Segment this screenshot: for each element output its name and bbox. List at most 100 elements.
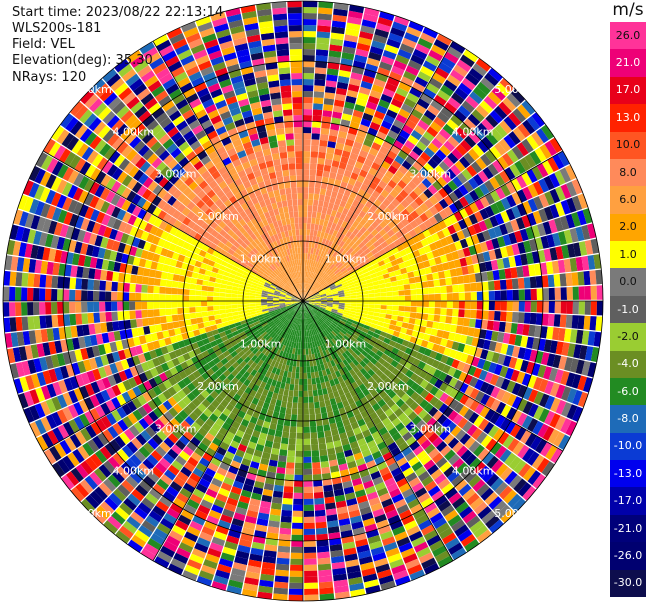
velocity-gate — [438, 128, 451, 140]
velocity-gate — [347, 460, 357, 469]
velocity-gate — [303, 247, 306, 254]
velocity-gate — [279, 449, 288, 457]
velocity-gate — [366, 101, 378, 111]
velocity-gate — [394, 498, 407, 509]
velocity-gate — [276, 467, 286, 474]
velocity-gate — [385, 262, 393, 269]
velocity-gate — [329, 313, 336, 318]
velocity-gate — [289, 426, 297, 433]
velocity-gate — [307, 304, 313, 309]
velocity-gate — [159, 308, 166, 317]
velocity-gate — [397, 380, 406, 389]
velocity-gate — [337, 457, 347, 466]
velocity-gate — [273, 373, 279, 381]
velocity-gate — [438, 198, 449, 209]
velocity-gate — [384, 44, 399, 55]
velocity-gate — [303, 25, 317, 32]
velocity-gate — [355, 312, 362, 317]
velocity-gate — [314, 294, 321, 298]
velocity-gate — [441, 56, 456, 69]
velocity-gate — [341, 52, 355, 61]
velocity-gate — [48, 341, 57, 355]
velocity-gate — [196, 317, 204, 324]
velocity-gate — [269, 311, 276, 316]
velocity-gate — [286, 346, 291, 354]
velocity-gate — [540, 352, 550, 366]
velocity-gate — [410, 295, 417, 301]
velocity-gate — [511, 396, 523, 410]
velocity-gate — [237, 340, 245, 347]
velocity-gate — [491, 352, 500, 364]
velocity-gate — [127, 412, 138, 425]
velocity-gate — [322, 323, 328, 329]
velocity-gate — [254, 530, 267, 538]
velocity-gate — [258, 373, 265, 382]
velocity-gate — [566, 388, 577, 404]
velocity-gate — [419, 399, 429, 409]
velocity-gate — [157, 355, 166, 365]
velocity-gate — [465, 256, 473, 266]
velocity-gate — [343, 271, 350, 277]
velocity-gate — [190, 318, 198, 325]
velocity-gate — [137, 266, 145, 276]
velocity-gate — [454, 524, 469, 537]
velocity-gate — [375, 270, 383, 277]
velocity-gate — [323, 201, 329, 209]
velocity-gate — [489, 110, 503, 124]
velocity-gate — [511, 312, 519, 323]
velocity-gate — [412, 508, 426, 520]
velocity-gate — [313, 199, 319, 207]
velocity-gate — [393, 60, 407, 71]
velocity-gate — [151, 466, 164, 479]
velocity-gate — [338, 274, 345, 280]
velocity-gate — [291, 301, 297, 303]
velocity-gate — [476, 232, 486, 243]
velocity-gate — [404, 223, 414, 232]
velocity-gate — [414, 216, 424, 226]
velocity-gate — [538, 193, 550, 208]
velocity-gate — [201, 290, 208, 296]
velocity-gate — [304, 312, 307, 319]
velocity-gate — [408, 277, 416, 284]
velocity-gate — [415, 338, 423, 346]
velocity-gate — [502, 257, 511, 269]
velocity-gate — [347, 315, 355, 321]
velocity-gate — [216, 467, 228, 477]
velocity-gate — [84, 206, 95, 220]
velocity-gate — [332, 320, 339, 326]
velocity-gate — [318, 277, 323, 284]
velocity-gate — [338, 331, 345, 337]
velocity-gate — [73, 172, 85, 187]
velocity-gate — [237, 294, 244, 298]
velocity-gate — [292, 317, 296, 323]
velocity-gate — [91, 345, 101, 357]
velocity-gate — [93, 312, 101, 323]
velocity-gate — [316, 230, 322, 238]
velocity-gate — [320, 324, 326, 330]
velocity-gate — [307, 372, 312, 379]
velocity-gate — [167, 563, 184, 576]
velocity-gate — [321, 331, 326, 338]
velocity-gate — [401, 446, 413, 457]
velocity-gate — [272, 442, 281, 450]
velocity-gate — [80, 498, 96, 514]
velocity-gate — [464, 436, 476, 449]
velocity-gate — [328, 228, 335, 236]
velocity-gate — [458, 208, 469, 219]
velocity-gate — [266, 409, 274, 417]
velocity-gate — [82, 324, 90, 336]
velocity-gate — [440, 285, 447, 294]
velocity-gate — [362, 429, 372, 438]
velocity-gate — [312, 316, 317, 322]
velocity-gate — [474, 272, 482, 283]
velocity-gate — [346, 565, 361, 574]
velocity-gate — [131, 328, 139, 338]
velocity-gate — [91, 222, 101, 235]
velocity-gate — [262, 310, 269, 314]
velocity-gate — [303, 312, 305, 319]
velocity-gate — [478, 369, 488, 381]
velocity-gate — [316, 340, 321, 347]
velocity-gate — [175, 334, 184, 342]
velocity-gate — [227, 277, 235, 283]
